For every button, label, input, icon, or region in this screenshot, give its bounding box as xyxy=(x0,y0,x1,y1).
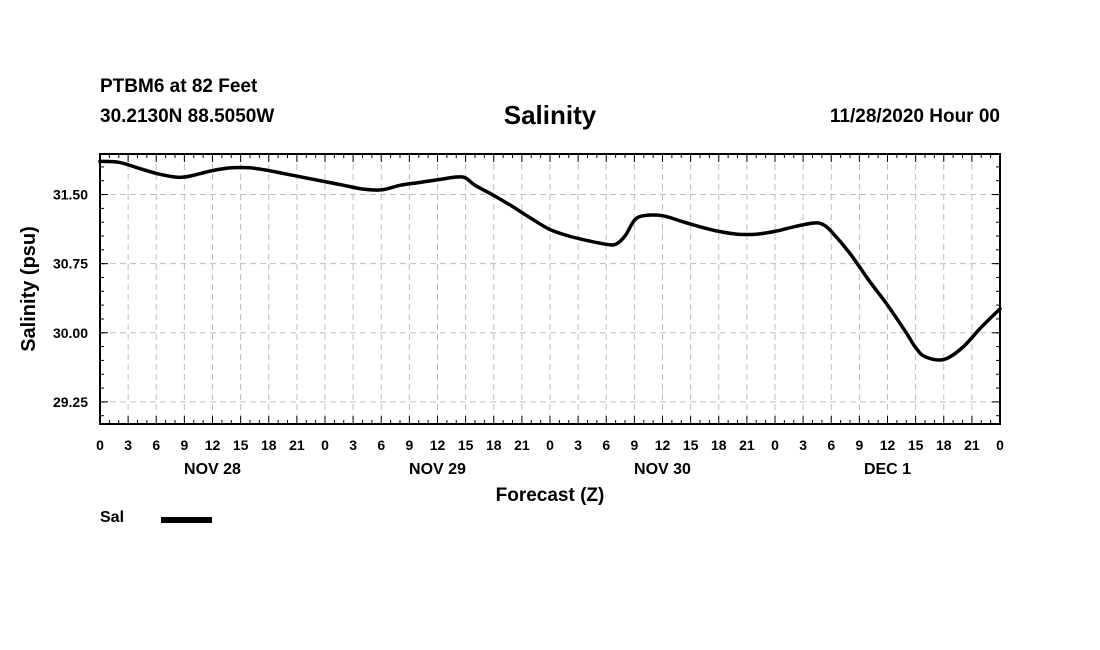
plot-frame xyxy=(99,153,1001,425)
x-tick-label: 6 xyxy=(152,437,160,453)
day-label: NOV 30 xyxy=(634,461,691,478)
series-line-sal xyxy=(98,159,1002,362)
x-tick-label: 0 xyxy=(546,437,554,453)
forecast-datetime: 11/28/2020 Hour 00 xyxy=(829,106,1000,127)
legend-swatch xyxy=(161,517,212,523)
x-tick-label: 15 xyxy=(458,437,474,453)
x-tick-label: 12 xyxy=(430,437,446,453)
x-tick-label: 15 xyxy=(908,437,924,453)
x-tick-label: 12 xyxy=(880,437,896,453)
x-tick-label: 18 xyxy=(486,437,502,453)
x-tick-label: 6 xyxy=(827,437,835,453)
chart-title: Salinity xyxy=(503,100,597,130)
station-coordinates: 30.2130N 88.5050W xyxy=(100,106,275,127)
x-tick-label: 15 xyxy=(683,437,699,453)
x-tick-label: 18 xyxy=(261,437,277,453)
day-label: NOV 28 xyxy=(184,461,241,478)
legend-label: Sal xyxy=(100,509,125,526)
x-tick-label: 12 xyxy=(205,437,221,453)
x-tick-label: 3 xyxy=(124,437,132,453)
x-tick-label: 6 xyxy=(377,437,385,453)
y-tick-label: 29.25 xyxy=(53,394,88,410)
x-tick-label: 12 xyxy=(655,437,671,453)
x-tick-label: 21 xyxy=(739,437,755,453)
x-tick-label: 21 xyxy=(964,437,980,453)
x-tick-label: 21 xyxy=(514,437,530,453)
y-tick-label: 31.50 xyxy=(53,187,88,203)
x-tick-label: 3 xyxy=(574,437,582,453)
x-tick-label: 15 xyxy=(233,437,249,453)
x-tick-label: 18 xyxy=(936,437,952,453)
x-tick-label: 0 xyxy=(996,437,1004,453)
x-axis-label: Forecast (Z) xyxy=(496,485,605,506)
x-tick-label: 9 xyxy=(180,437,188,453)
x-tick-label: 3 xyxy=(799,437,807,453)
x-tick-label: 9 xyxy=(855,437,863,453)
station-title: PTBM6 at 82 Feet xyxy=(100,76,258,97)
x-tick-label: 6 xyxy=(602,437,610,453)
x-tick-label: 21 xyxy=(289,437,305,453)
y-tick-label: 30.75 xyxy=(53,256,88,272)
x-tick-label: 0 xyxy=(771,437,779,453)
x-tick-label: 9 xyxy=(630,437,638,453)
y-axis-label: Salinity (psu) xyxy=(18,226,40,352)
y-tick-label: 30.00 xyxy=(53,325,88,341)
x-tick-label: 18 xyxy=(711,437,727,453)
x-tick-label: 9 xyxy=(405,437,413,453)
day-label: NOV 29 xyxy=(409,461,466,478)
x-tick-label: 0 xyxy=(321,437,329,453)
x-tick-label: 3 xyxy=(349,437,357,453)
x-tick-label: 0 xyxy=(96,437,104,453)
day-label: DEC 1 xyxy=(864,461,911,478)
